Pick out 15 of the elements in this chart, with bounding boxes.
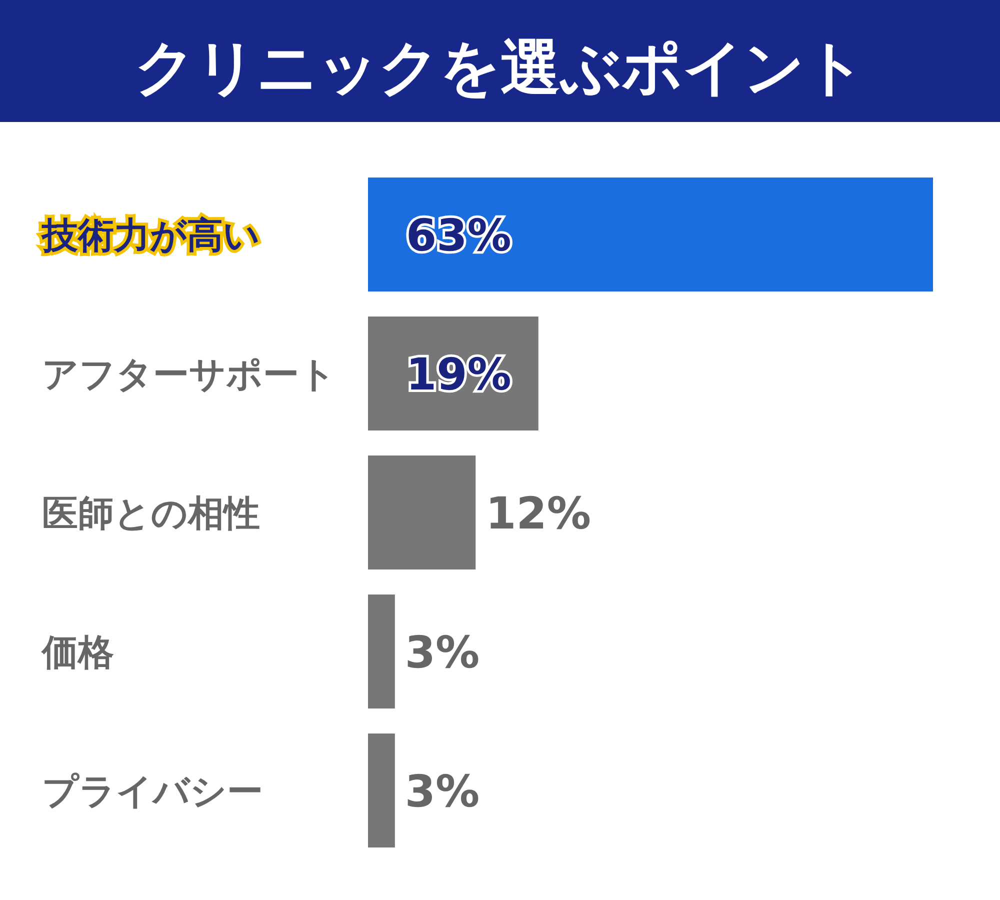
data-label: 3% xyxy=(404,628,480,678)
bar xyxy=(368,456,476,570)
bar xyxy=(368,178,933,292)
y-tick-label: 技術力が高い xyxy=(40,216,260,256)
data-label: 19% xyxy=(406,350,512,400)
data-label: 12% xyxy=(486,488,591,540)
bar xyxy=(368,594,395,708)
chart-title: クリニックを選ぶポイント xyxy=(134,33,866,103)
y-tick-label: 価格 xyxy=(41,632,114,674)
bar xyxy=(368,734,395,848)
data-label: 3% xyxy=(404,766,480,818)
data-label: 63% xyxy=(406,210,512,262)
y-tick-label: 医師との相性 xyxy=(42,494,260,534)
y-tick-label: アフターサポート xyxy=(42,354,336,396)
y-tick-label: プライバシー xyxy=(42,772,263,812)
